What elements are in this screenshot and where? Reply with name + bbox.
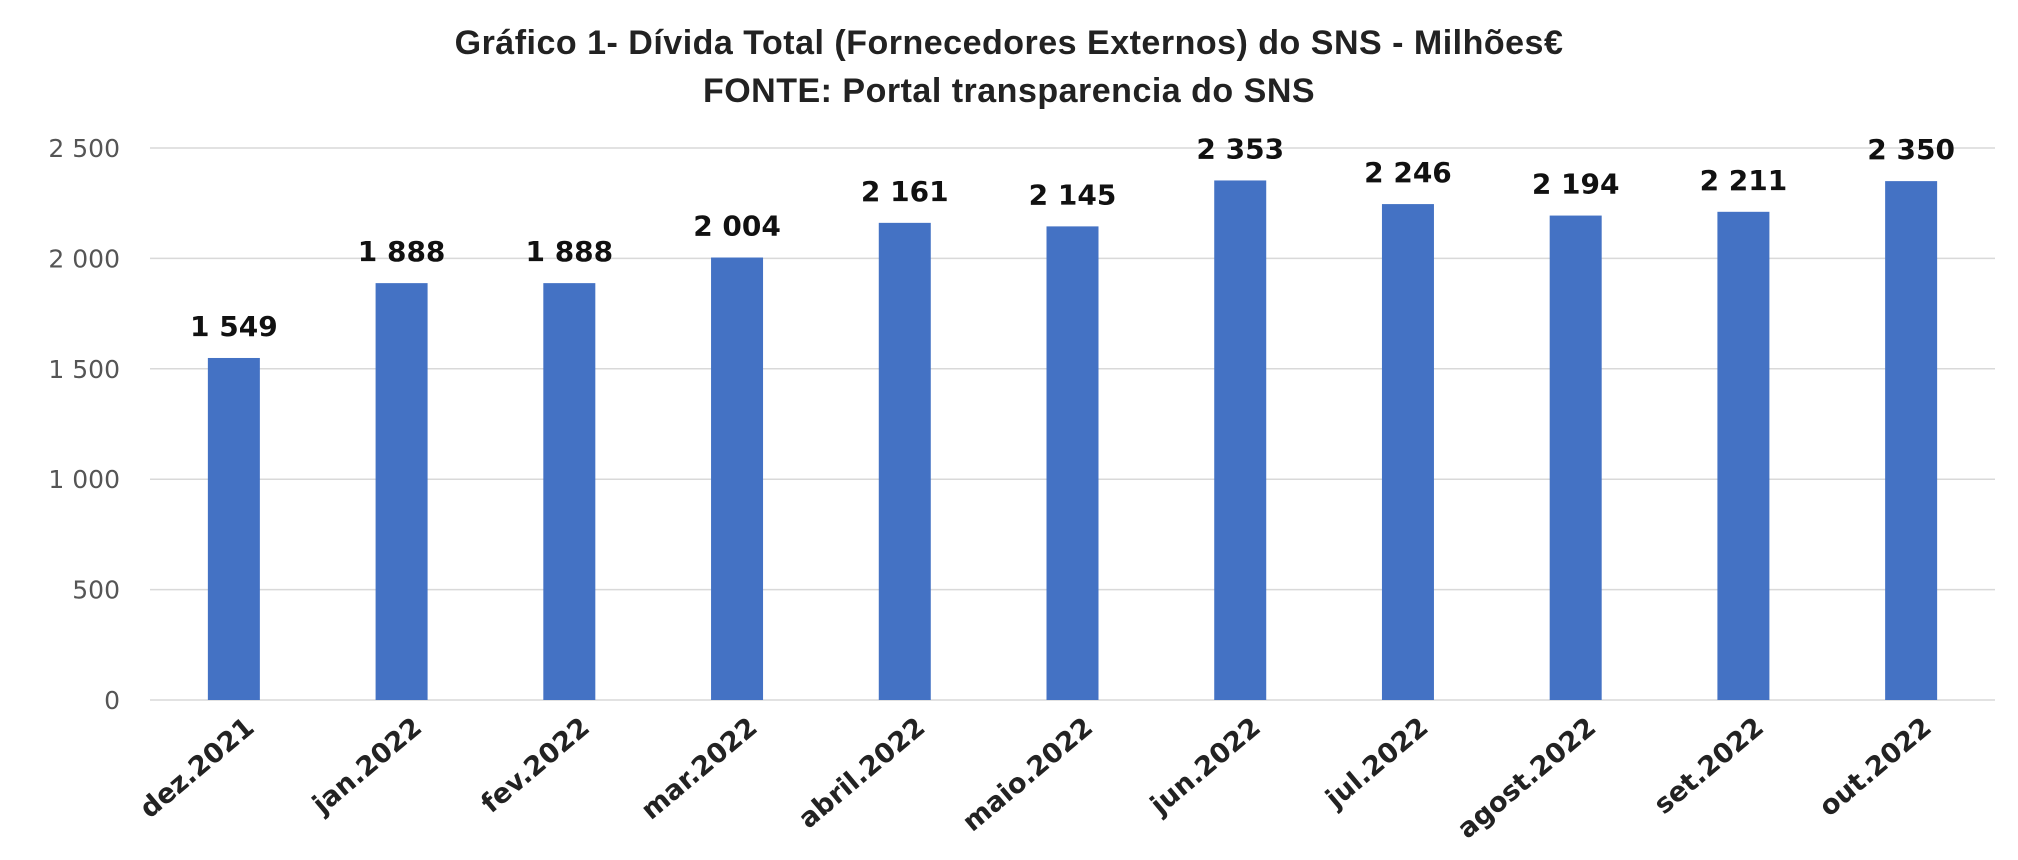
- x-tick-label: fev.2022: [476, 712, 596, 820]
- data-label: 1 549: [190, 310, 278, 343]
- bar: [375, 283, 428, 700]
- data-labels: 1 549 1 888 1 888 2 004 2 161 2 145 2 353 2 246…: [190, 132, 1955, 343]
- y-tick-label: 2 500: [48, 134, 120, 163]
- x-tick-label: jun.2022: [1144, 712, 1267, 822]
- y-tick-label: 2 000: [48, 244, 120, 273]
- chart-title: Gráfico 1- Dívida Total (Fornecedores Ex…: [454, 24, 1564, 62]
- y-tick-label: 1 000: [48, 465, 120, 494]
- y-tick-label: 1 500: [48, 355, 120, 384]
- x-axis-ticks: dez.2021 jan.2022 fev.2022 mar.2022 abril.20…: [134, 712, 1937, 845]
- y-tick-label: 500: [72, 576, 120, 605]
- y-tick-label: 0: [104, 686, 120, 715]
- bar: [207, 357, 260, 700]
- x-tick-label: abril.2022: [793, 712, 931, 835]
- data-label: 2 145: [1029, 178, 1117, 211]
- data-label: 1 888: [358, 235, 446, 268]
- x-tick-label: jan.2022: [306, 712, 428, 821]
- x-tick-label: jul.2022: [1319, 712, 1434, 816]
- x-tick-label: dez.2021: [134, 712, 260, 825]
- bar: [1885, 181, 1938, 700]
- data-label: 2 004: [693, 210, 781, 243]
- bar: [1717, 211, 1770, 700]
- x-tick-label: set.2022: [1648, 712, 1770, 821]
- x-tick-label: agost.2022: [1452, 712, 1603, 845]
- data-label: 2 246: [1364, 156, 1452, 189]
- bar: [711, 257, 764, 700]
- bar: [1214, 180, 1267, 701]
- data-label: 2 350: [1867, 133, 1955, 166]
- bar: [1381, 204, 1434, 701]
- bars: [207, 180, 1938, 701]
- bar: [543, 283, 596, 700]
- bar: [1046, 226, 1099, 700]
- x-tick-label: maio.2022: [957, 712, 1099, 838]
- data-label: 2 194: [1532, 168, 1620, 201]
- chart-subtitle: FONTE: Portal transparencia do SNS: [702, 72, 1316, 110]
- data-label: 1 888: [525, 235, 613, 268]
- data-label: 2 353: [1196, 132, 1284, 165]
- x-tick-label: out.2022: [1813, 712, 1937, 823]
- y-axis-ticks: 0 500 1 000 1 500 2 000 2 500: [48, 134, 120, 715]
- bar: [1549, 215, 1602, 700]
- x-tick-label: mar.2022: [635, 712, 763, 827]
- data-label: 2 211: [1700, 164, 1788, 197]
- bar: [878, 222, 931, 700]
- data-label: 2 161: [861, 175, 949, 208]
